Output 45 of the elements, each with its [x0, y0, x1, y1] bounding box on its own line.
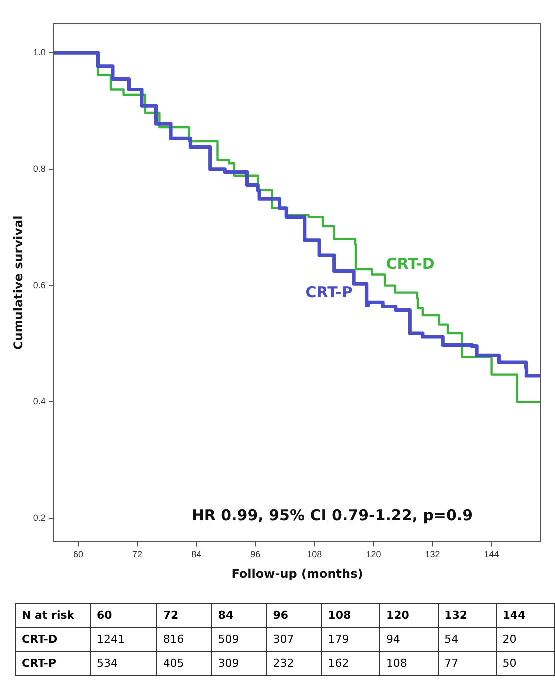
text: CRT-P	[16, 652, 90, 676]
text: 96	[266, 604, 322, 628]
x-tick-label: 60	[74, 550, 84, 560]
text: 50	[496, 652, 554, 676]
text: 54	[438, 628, 496, 652]
x-tick-label: 72	[132, 550, 143, 560]
text: 309	[212, 652, 267, 676]
text: 84	[212, 604, 267, 628]
y-tick-label: 0.4	[33, 396, 46, 407]
x-tick-label: 120	[366, 550, 382, 560]
text: 20	[496, 628, 554, 652]
text: 72	[156, 604, 212, 628]
text: 179	[322, 628, 380, 652]
y-tick-label: 0.6	[33, 280, 46, 290]
y-tick-label: 0.2	[33, 513, 46, 524]
x-tick-label: 144	[484, 550, 500, 560]
text: 60	[90, 604, 157, 628]
x-tick-label: 108	[307, 550, 322, 560]
series-label: CRT-P	[306, 284, 353, 302]
x-axis-title: Follow-up (months)	[232, 566, 364, 581]
text: 816	[156, 628, 212, 652]
text: 108	[322, 604, 380, 628]
text: 94	[380, 628, 438, 652]
text: CRT-D	[16, 628, 90, 652]
text: 307	[266, 628, 322, 652]
series-label: CRT-D	[386, 254, 435, 273]
x-tick-label: 96	[250, 550, 261, 560]
text: 509	[212, 628, 267, 652]
annotation: HR 0.99, 95% CI 0.79-1.22, p=0.9	[192, 506, 474, 525]
x-tick-label: 132	[425, 550, 440, 560]
text: 132	[438, 604, 496, 628]
text: 405	[156, 652, 212, 676]
text: 144	[496, 604, 554, 628]
x-tick-label: 84	[192, 550, 202, 560]
text: 162	[322, 652, 380, 676]
text: 534	[90, 652, 157, 676]
text: N at risk	[16, 604, 90, 628]
text: 77	[438, 652, 496, 676]
text: 120	[380, 604, 438, 628]
text: 108	[380, 652, 438, 676]
y-tick-label: 1.0	[33, 48, 46, 58]
y-axis-title: Cumulative survival	[11, 216, 26, 350]
text: 1241	[90, 628, 157, 652]
text: 232	[266, 652, 322, 676]
y-tick-label: 0.8	[33, 164, 46, 174]
